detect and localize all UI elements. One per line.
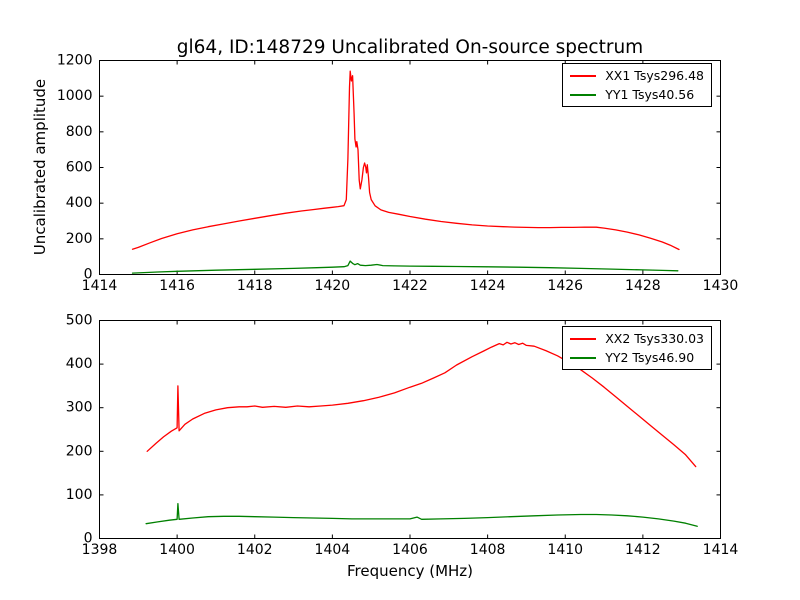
x-axis-label: Frequency (MHz)	[347, 562, 473, 580]
legend-line-sample-yy2	[570, 356, 597, 359]
y-tick-label: 500	[66, 313, 93, 329]
legend-label-xx1: XX1 Tsys296.48	[605, 68, 704, 83]
y-tick-label: 400	[66, 195, 93, 211]
x-tick-label: 1416	[159, 278, 195, 294]
x-tick-label: 1428	[625, 278, 661, 294]
y-tick-label: 200	[66, 443, 93, 459]
y-tick-label: 1000	[57, 88, 93, 104]
subplots-group: 1414 1416 1418 1420 1422 1424 1426 1428 1430 0 200…	[57, 53, 739, 559]
x-tick-label: 1408	[470, 542, 506, 558]
legend-entry-yy1: YY1 Tsys40.56	[570, 87, 704, 102]
y-tick-label: 200	[66, 231, 93, 247]
series-line-YY1	[131, 260, 679, 274]
series-line-XX1	[131, 70, 680, 251]
legend-label-yy1: YY1 Tsys40.56	[605, 87, 695, 102]
series-line-XX2	[146, 341, 697, 468]
legend-label-xx2: XX2 Tsys330.03	[605, 331, 704, 346]
y-tick-label: 0	[84, 267, 93, 283]
x-tick-label: 1430	[703, 278, 739, 294]
legend-line-sample-yy1	[570, 93, 597, 96]
x-tick-label: 1424	[470, 278, 506, 294]
x-tick-label: 1426	[547, 278, 583, 294]
x-tick-label: 1406	[392, 542, 428, 558]
x-tick-label: 1414	[703, 542, 739, 558]
y-tick-label: 1200	[57, 53, 93, 69]
figure-title: gl64, ID:148729 Uncalibrated On-source s…	[177, 37, 643, 58]
y-tick-label: 300	[66, 400, 93, 416]
legend-line-sample-xx1	[570, 74, 597, 77]
legend-entry-xx2: XX2 Tsys330.03	[570, 331, 704, 346]
y-tick-label: 800	[66, 124, 93, 140]
x-tick-label: 1400	[159, 542, 195, 558]
legend-bottom-subplot: XX2 Tsys330.03 YY2 Tsys46.90	[562, 326, 712, 370]
x-tick-label: 1422	[392, 278, 428, 294]
y-tick-label: 400	[66, 356, 93, 372]
y-tick-label: 100	[66, 487, 93, 503]
legend-entry-yy2: YY2 Tsys46.90	[570, 350, 704, 365]
x-tick-label: 1402	[237, 542, 273, 558]
legend-label-yy2: YY2 Tsys46.90	[605, 350, 695, 365]
legend-line-sample-xx2	[570, 337, 597, 340]
legend-top-subplot: XX1 Tsys296.48 YY1 Tsys40.56	[562, 63, 712, 107]
legend-entry-xx1: XX1 Tsys296.48	[570, 68, 704, 83]
x-tick-label: 1412	[625, 542, 661, 558]
x-tick-label: 1418	[237, 278, 273, 294]
x-tick-label: 1410	[547, 542, 583, 558]
y-axis-label: Uncalibrated amplitude	[31, 79, 49, 255]
y-tick-label: 0	[84, 531, 93, 547]
x-tick-label: 1420	[315, 278, 351, 294]
x-tick-label: 1414	[82, 278, 118, 294]
series-line-YY2	[145, 502, 698, 527]
y-tick-label: 600	[66, 160, 93, 176]
x-tick-label: 1398	[82, 542, 118, 558]
x-tick-label: 1404	[315, 542, 351, 558]
